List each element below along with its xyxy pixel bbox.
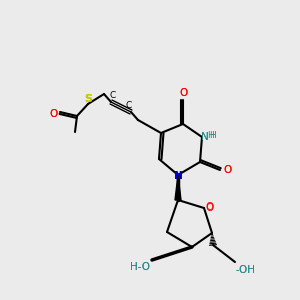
Text: O: O — [49, 109, 57, 119]
Text: O: O — [223, 165, 231, 175]
Text: -OH: -OH — [235, 265, 255, 275]
Text: N: N — [201, 131, 209, 142]
Text: O: O — [179, 88, 187, 98]
Text: C: C — [126, 101, 132, 110]
Text: O: O — [49, 109, 57, 119]
Text: N: N — [201, 132, 209, 142]
Text: -OH: -OH — [235, 265, 255, 275]
Text: H: H — [208, 130, 214, 140]
Text: H: H — [208, 131, 215, 140]
Text: O: O — [179, 88, 187, 98]
Text: H-O: H-O — [130, 262, 150, 272]
Text: O: O — [223, 165, 231, 175]
Text: O: O — [206, 203, 214, 213]
Text: C: C — [110, 92, 116, 100]
Text: S: S — [84, 94, 92, 104]
Polygon shape — [175, 175, 181, 200]
Text: N: N — [174, 171, 182, 181]
Text: H-O: H-O — [130, 262, 150, 272]
Text: S: S — [84, 94, 92, 104]
Text: O: O — [206, 202, 214, 212]
Text: N: N — [174, 171, 182, 181]
